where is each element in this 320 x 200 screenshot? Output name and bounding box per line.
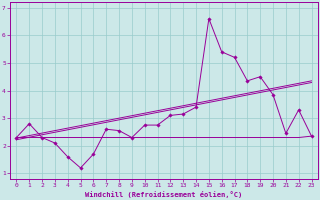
X-axis label: Windchill (Refroidissement éolien,°C): Windchill (Refroidissement éolien,°C): [85, 191, 243, 198]
